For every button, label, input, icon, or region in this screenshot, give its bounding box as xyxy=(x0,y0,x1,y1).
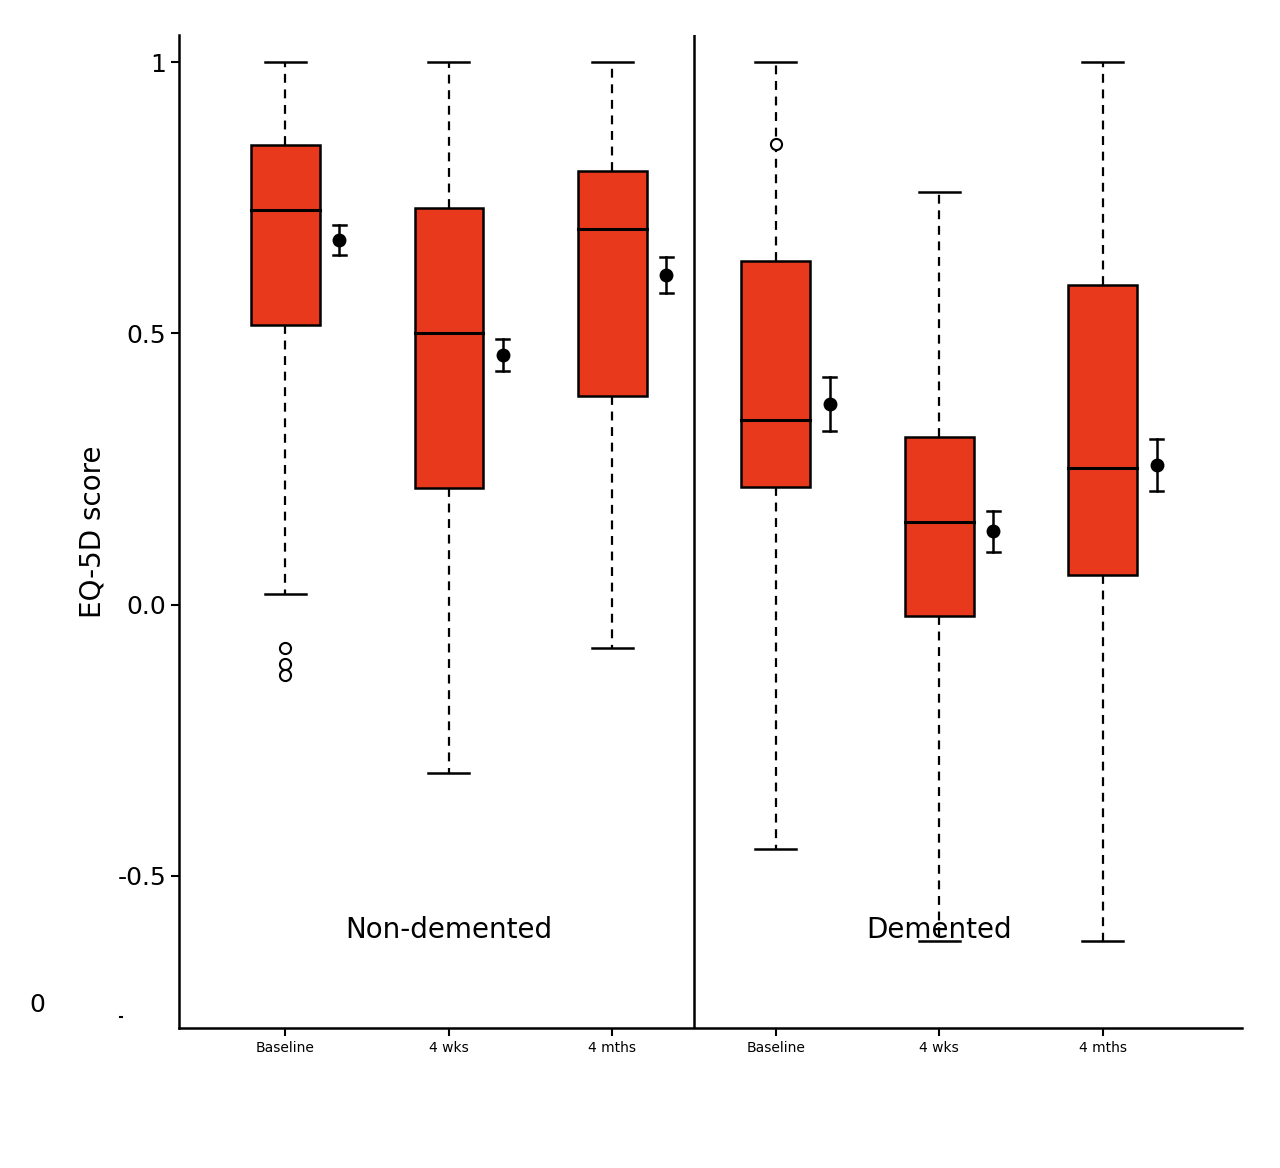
Bar xyxy=(251,145,320,325)
Bar xyxy=(579,171,646,396)
Y-axis label: EQ-5D score: EQ-5D score xyxy=(78,445,106,618)
Bar xyxy=(905,437,974,616)
Text: Demented: Demented xyxy=(867,916,1012,944)
Text: Non-demented: Non-demented xyxy=(346,916,553,944)
Bar xyxy=(1069,285,1137,575)
Bar xyxy=(415,208,484,488)
Text: 0: 0 xyxy=(29,993,45,1017)
Bar xyxy=(741,260,810,487)
